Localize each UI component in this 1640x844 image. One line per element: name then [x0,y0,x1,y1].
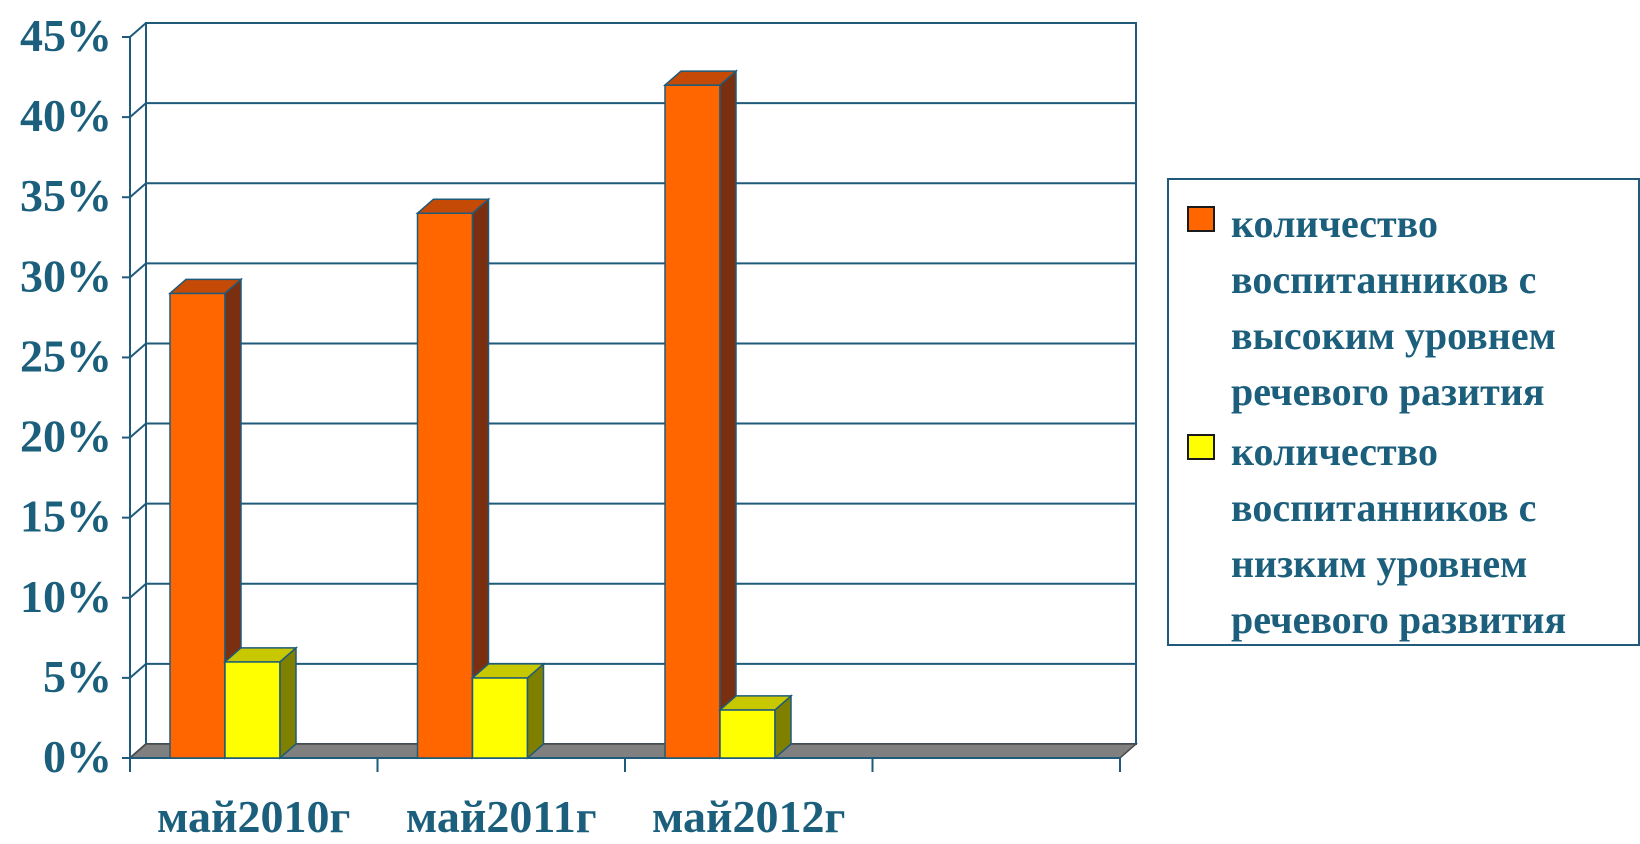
x-tick-label: май2012г [652,791,845,839]
bar-side [279,646,297,760]
legend-swatch-low [1187,434,1215,460]
side-wall-line [129,102,147,118]
plot-back-wall [145,22,1137,745]
legend-swatch-high [1187,206,1215,232]
legend-label-high: количество воспитанников с высоким уровн… [1231,201,1556,414]
bar-top [223,647,298,663]
y-tick-label: 20% [20,411,112,462]
bar [663,69,738,760]
y-tick-label: 45% [20,10,112,61]
bar [168,277,243,760]
y-tick-label: 25% [20,330,112,381]
side-wall-line [129,422,147,439]
bar-front [471,677,529,759]
bar-top [415,198,491,214]
legend: количество воспитанников с высоким уровн… [1167,178,1640,646]
bar-front [416,212,474,759]
x-tick-label: май2011г [406,791,597,839]
side-wall-line [129,182,147,198]
side-wall-line [129,502,147,519]
y-tick-label: 0% [43,731,112,782]
bar [470,662,546,760]
bar-side [719,69,737,760]
x-tick-label: май2010г [157,791,350,839]
bar-top [663,70,738,86]
bar [415,197,491,760]
side-wall-line [129,663,147,679]
bar [223,646,298,760]
bar-front [224,661,281,759]
bar-top [470,663,546,679]
y-tick-label: 15% [20,491,112,542]
y-tick-label: 10% [20,571,112,622]
side-wall-line [129,22,147,38]
bar-side [526,662,545,760]
side-wall-line [129,583,147,599]
legend-label-low: количество воспитанников с низким уровне… [1231,429,1567,642]
bar-front [664,84,721,759]
bar-front [169,292,226,759]
bar [718,694,793,760]
bar-top [168,278,243,295]
bar-top [718,695,793,711]
y-tick-label: 30% [20,250,112,301]
y-tick-label: 35% [20,170,112,221]
side-wall-line [129,342,147,359]
y-tick-label: 5% [43,651,112,702]
side-wall-line [129,262,147,279]
bar-front [719,709,776,759]
y-tick-label: 40% [20,90,112,141]
